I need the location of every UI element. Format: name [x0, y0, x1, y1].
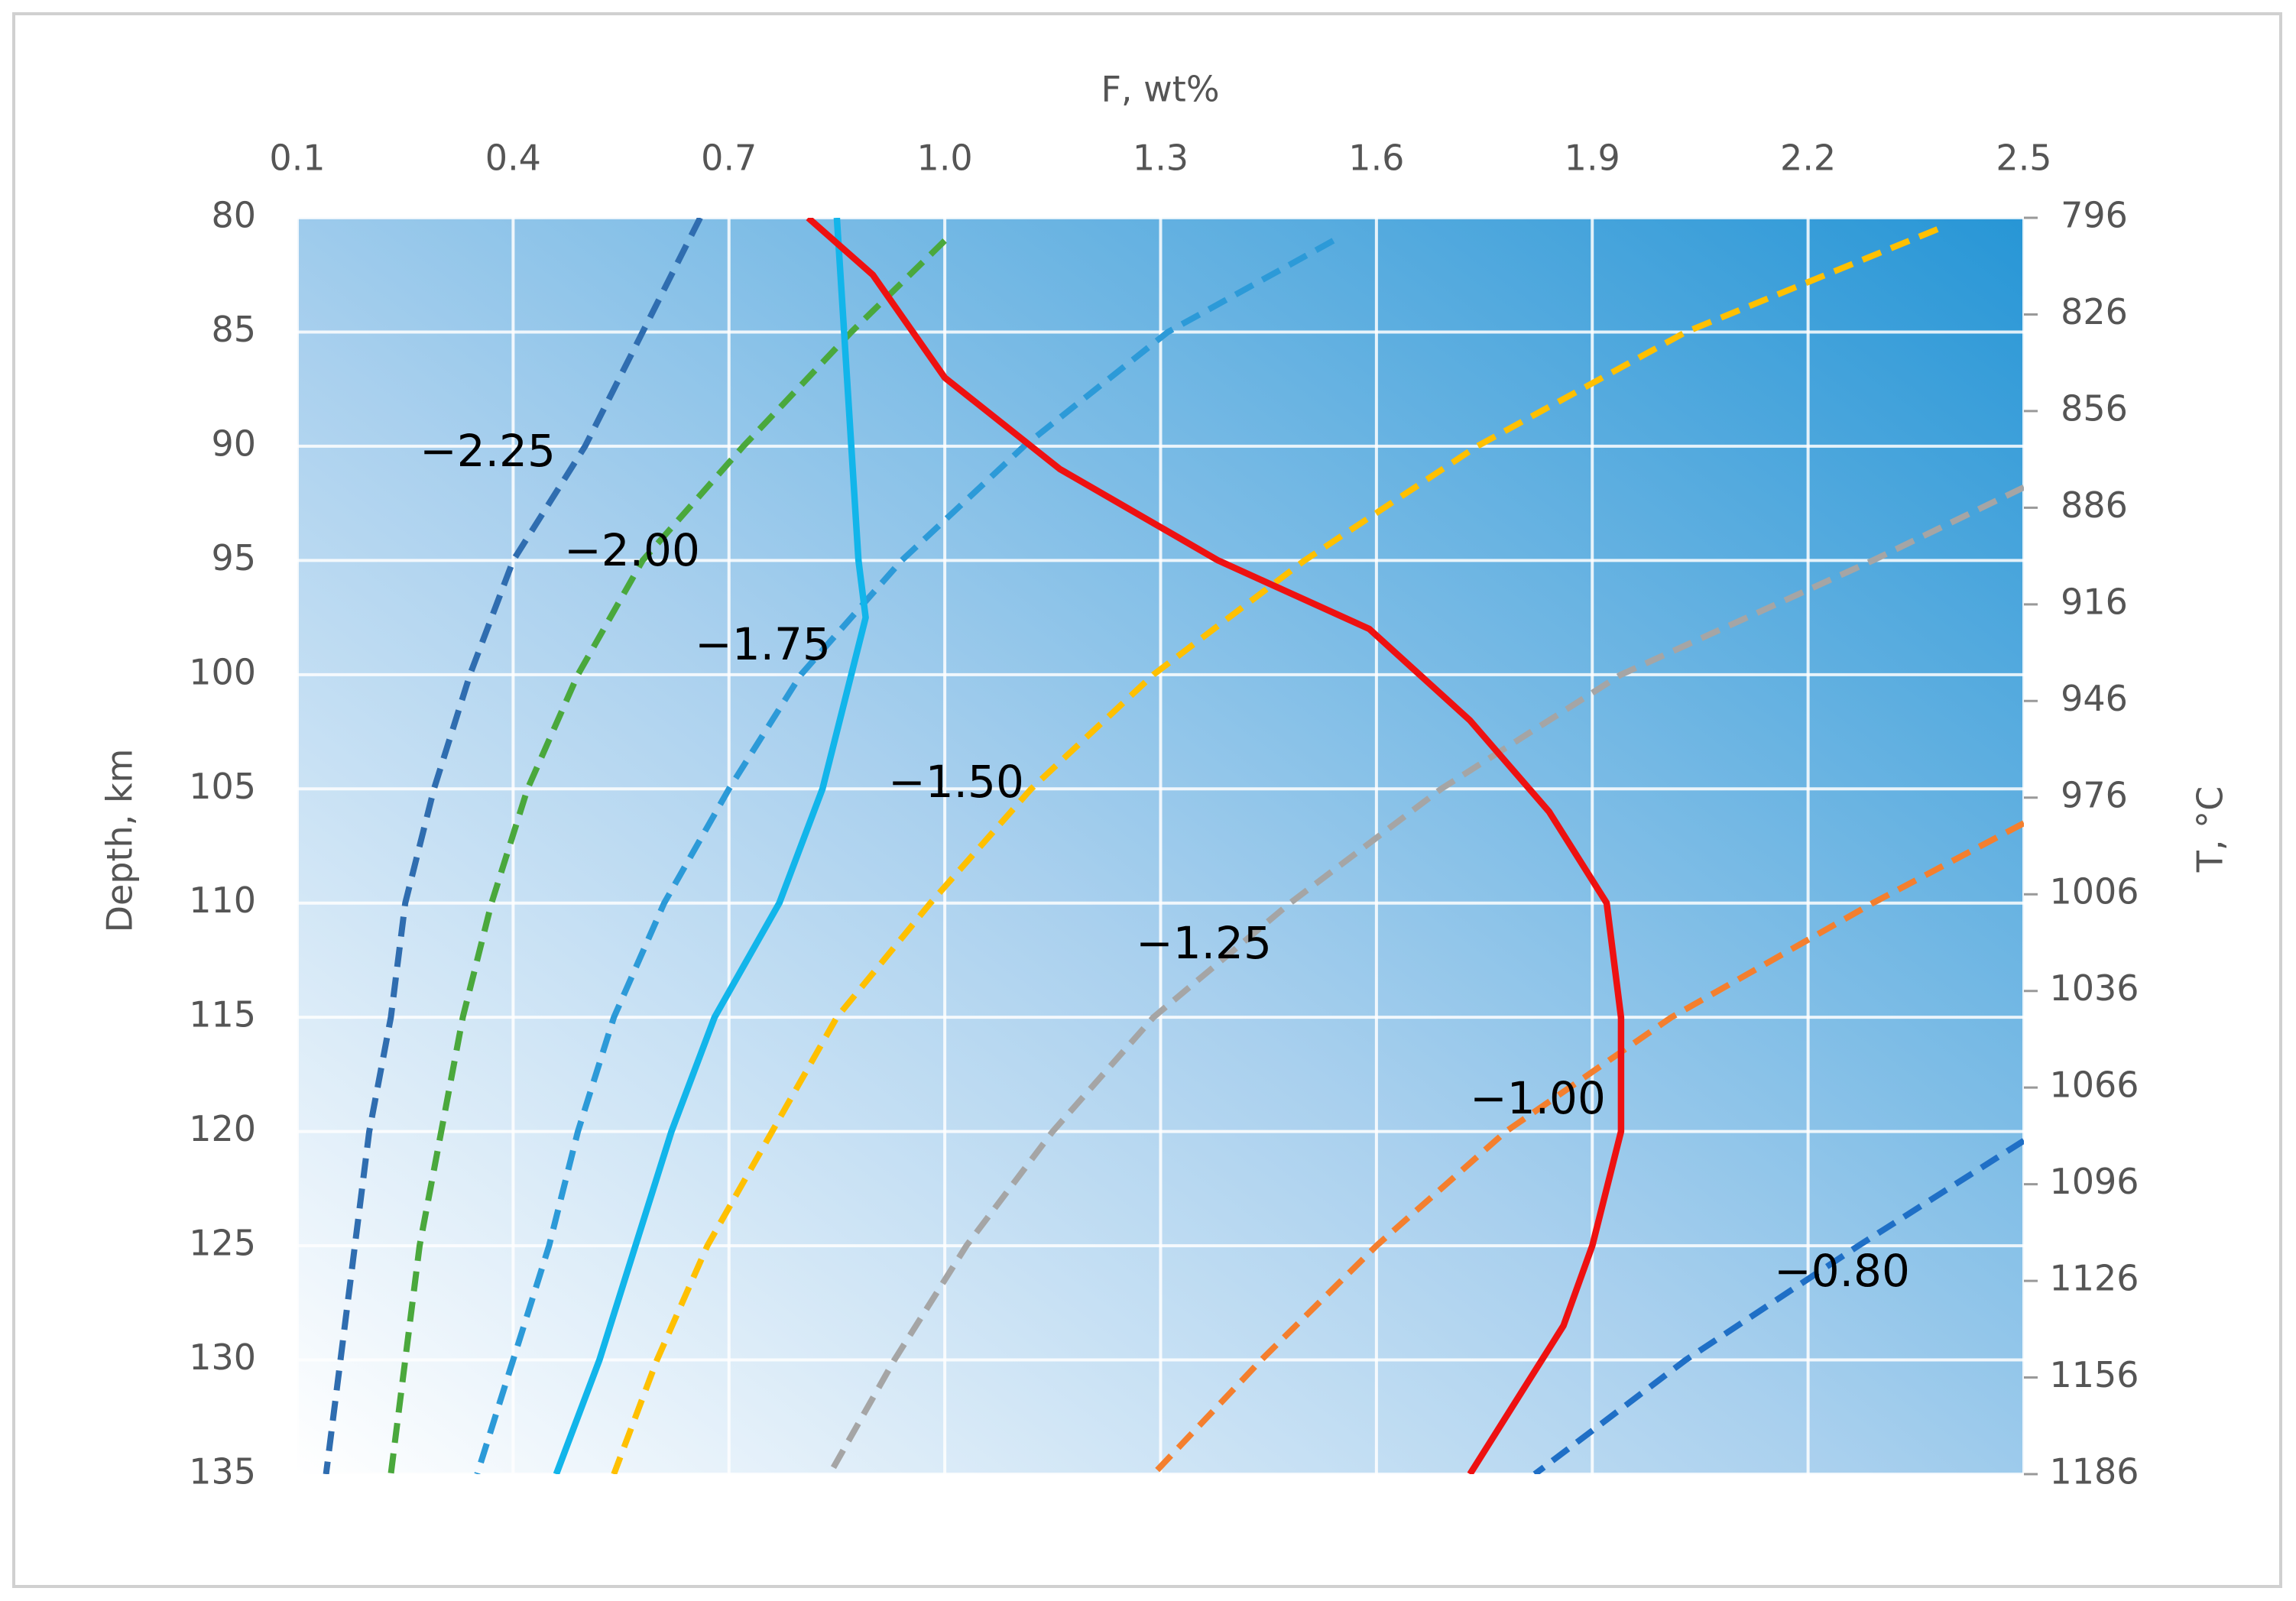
y2-tick-label: 826 — [2061, 291, 2128, 332]
y2-axis-title: T, °C — [2190, 786, 2231, 873]
y2-tick-label: 976 — [2061, 774, 2128, 815]
y-tick-label: 125 — [189, 1223, 256, 1264]
x-tick-label: 0.4 — [485, 138, 541, 179]
series-line — [388, 238, 947, 1474]
series-line — [827, 485, 2024, 1474]
x-tick-label: 1.6 — [1348, 138, 1404, 179]
y-tick-label: 90 — [211, 423, 256, 464]
y-tick-label: 105 — [189, 766, 256, 807]
curve-label: −1.25 — [1136, 917, 1272, 969]
series-line — [1151, 820, 2024, 1474]
series-line — [1532, 1138, 2024, 1474]
y2-tick-label: 1156 — [2049, 1354, 2139, 1395]
curve-label: −1.50 — [888, 756, 1024, 808]
x-tick-label: 0.1 — [269, 138, 325, 179]
y2-tick-label: 796 — [2061, 195, 2128, 236]
y-tick-label: 95 — [211, 537, 256, 578]
curve-label: −2.25 — [420, 425, 556, 477]
y-tick-label: 115 — [189, 994, 256, 1035]
x-tick-label: 2.5 — [1996, 138, 2051, 179]
y2-tick-label: 946 — [2061, 678, 2128, 719]
y2-tick-label: 1126 — [2049, 1258, 2139, 1299]
x-tick-label: 0.7 — [701, 138, 757, 179]
y2-tick-label: 1036 — [2049, 967, 2139, 1009]
y-axis-title: Depth, km — [99, 749, 141, 933]
series-line — [323, 218, 703, 1474]
y2-tick-label: 1006 — [2049, 871, 2139, 912]
x-tick-label: 2.2 — [1780, 138, 1836, 179]
y2-tick-label: 886 — [2061, 485, 2128, 526]
y-tick-label: 135 — [189, 1451, 256, 1492]
curve-label: −1.75 — [695, 618, 831, 670]
curve-label: −1.00 — [1470, 1072, 1606, 1124]
y2-tick-label: 916 — [2061, 581, 2128, 622]
y2-tick-label: 1096 — [2049, 1161, 2139, 1202]
y-tick-label: 120 — [189, 1108, 256, 1149]
y2-tick-label: 1186 — [2049, 1451, 2139, 1492]
series-line — [611, 226, 1939, 1474]
curve-label: −0.80 — [1774, 1245, 1910, 1297]
x-tick-label: 1.3 — [1133, 138, 1189, 179]
y2-tick-label: 1066 — [2049, 1065, 2139, 1106]
series-line — [806, 218, 1625, 1474]
y-tick-label: 85 — [211, 309, 256, 350]
x-tick-label: 1.9 — [1565, 138, 1620, 179]
y-tick-label: 80 — [211, 195, 256, 236]
y-tick-label: 110 — [189, 880, 256, 921]
y-tick-label: 100 — [189, 651, 256, 692]
series-line — [474, 238, 1335, 1474]
series-line — [553, 218, 869, 1474]
x-tick-label: 1.0 — [917, 138, 973, 179]
curve-label: −2.00 — [564, 524, 700, 576]
x-axis-title: F, wt% — [1101, 69, 1219, 110]
y-tick-label: 130 — [189, 1337, 256, 1378]
y2-tick-label: 856 — [2061, 387, 2128, 429]
